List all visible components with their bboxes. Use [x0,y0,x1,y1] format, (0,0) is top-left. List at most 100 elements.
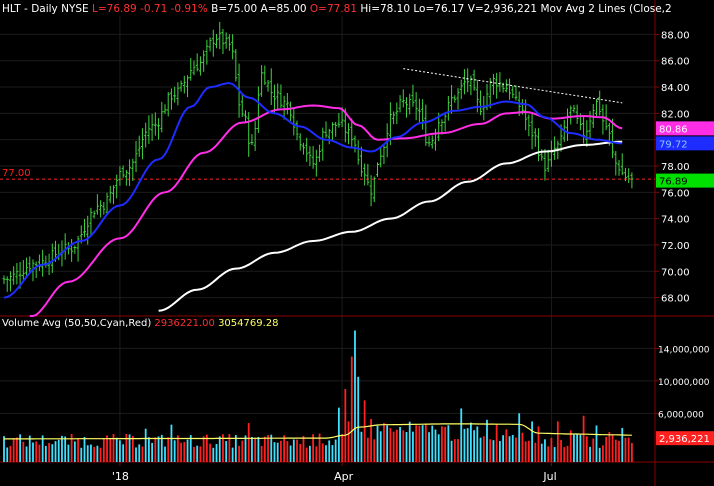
volume-bar [244,435,247,462]
price-bar [398,95,402,113]
volume-bar [67,444,70,462]
price-bar [424,104,428,146]
price-tick-label: 70.00 [661,267,690,278]
volume-bar [473,430,476,462]
study-label: Mov Avg 2 Lines (Close,2 [540,3,671,15]
volume-bar [434,429,437,462]
price-bar [205,39,209,65]
price-badges: 80.86 79.72 76.89 2,936,221 [656,121,714,446]
price-bar [553,136,557,160]
volume-bar [376,425,379,462]
price-bar [86,215,90,245]
volume-bar [276,442,279,462]
volume-bar [441,426,443,462]
price-bar [115,174,119,199]
price-bar [369,175,373,207]
volume-bar [553,447,556,462]
price-bar [482,95,486,121]
price-tick-label: 84.00 [661,83,690,94]
price-badge [656,121,714,136]
price-bar [250,134,254,146]
price-bar [353,135,357,153]
volume-bar [598,447,601,462]
volume-bar [106,435,108,462]
volume-bar [109,438,112,462]
volume-bar [202,436,205,462]
volume-bar [186,439,189,462]
date-tick-label: Jul [542,470,556,483]
price-bar [504,79,508,93]
price-bar [34,261,38,279]
volume-tick-label: 14,000,000 [658,345,710,355]
volume-bar [247,423,250,462]
price-bar [347,123,351,145]
price-bar [514,85,518,101]
price-change: -0.71 [140,3,167,15]
volume-bar [215,444,218,462]
price-bar [623,167,627,182]
volume-bar [3,436,5,462]
volume-bar [135,447,137,462]
price-bar [244,110,247,122]
volume-bar [325,445,327,462]
price-change-pct: -0.91% [171,3,208,15]
volume-bar [6,447,9,462]
volume-bar [347,421,350,462]
price-bar [495,72,499,99]
price-bar [227,34,231,51]
price-bar [388,102,392,146]
volume-bar [428,432,430,462]
volume-bar [199,446,202,462]
volume-bar [556,421,559,462]
volume-bar [386,425,389,462]
volume-bar [589,446,591,462]
volume-bar [537,426,540,462]
price-bar [70,238,74,262]
volume-bar [167,437,170,462]
volume-bar [412,431,414,462]
price-bar [617,160,621,176]
price-bar [427,136,431,147]
volume-bar [563,447,566,462]
price-bar [25,257,29,279]
volume-bar [112,434,115,462]
date-tick-label: Apr [334,470,354,483]
volume-bar [228,434,231,462]
volume-bar [383,423,385,462]
volume-bar [486,419,488,462]
volume-bar [260,445,263,462]
price-bar [63,233,67,260]
price-bar [260,65,264,97]
price-bar [208,37,212,52]
volume-bar [157,436,160,462]
price-bar [382,144,386,165]
volume-bar [521,432,524,462]
price-bar [379,146,383,168]
volume-bar [318,433,321,462]
resistance-trendline [403,68,623,104]
price-bar [598,90,602,116]
volume-bar [492,440,495,462]
volume-bar [102,438,105,462]
price-bar [533,128,537,147]
volume-bar [569,430,572,462]
price-bar [186,75,190,98]
volume-bar [35,441,38,462]
date-tick-label: '18 [112,470,129,483]
volume-bar [505,429,508,462]
price-bar [276,83,280,110]
price-bar [137,135,141,157]
price-bar [231,34,235,60]
price-bar [450,85,454,114]
volume-bar [511,434,514,462]
volume-bar [128,434,131,462]
price-bar [215,33,219,49]
price-bar [41,249,45,277]
volume-bar [292,439,295,462]
price-bar [253,120,257,151]
volume-bar [160,434,163,462]
price-bar [543,148,547,181]
volume-bar [624,437,627,462]
ma-200-line [158,140,623,312]
